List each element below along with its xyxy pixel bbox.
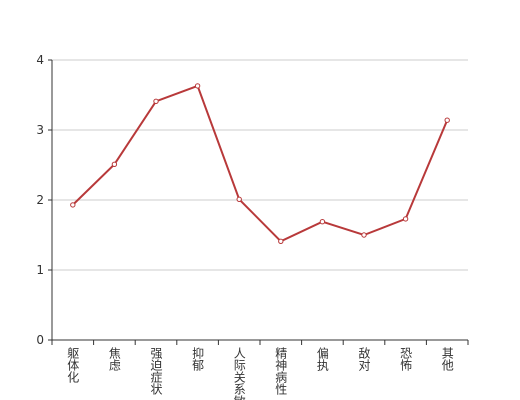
x-tick-label: 其他	[440, 347, 454, 371]
point	[153, 98, 159, 105]
x-tick-label: 焦虑	[107, 347, 121, 371]
point	[111, 161, 118, 168]
x-tick-label: 抑郁	[191, 346, 205, 372]
x-tick-label: 躯体化	[66, 346, 80, 384]
y-tick-label: 0	[36, 333, 44, 347]
point	[361, 232, 367, 238]
point	[278, 238, 284, 245]
point	[194, 83, 201, 89]
point	[444, 117, 450, 123]
x-tick-label: 偏执	[315, 346, 329, 372]
y-tick-label: 1	[36, 263, 44, 277]
y-tick-label: 2	[36, 193, 44, 207]
point	[70, 202, 76, 208]
point	[236, 196, 242, 203]
point	[402, 216, 409, 222]
x-tick-label: 人际关系敏感	[232, 347, 246, 400]
x-tick-label: 恐怖	[399, 347, 413, 371]
x-tick-label: 精神病性	[274, 347, 288, 396]
y-tick-label: 4	[36, 53, 44, 67]
y-tick-label: 3	[36, 123, 44, 137]
point	[319, 219, 326, 225]
line	[72, 84, 449, 243]
x-tick-label: 敌对	[357, 346, 371, 371]
x-tick-label: 强迫症状	[149, 347, 163, 395]
